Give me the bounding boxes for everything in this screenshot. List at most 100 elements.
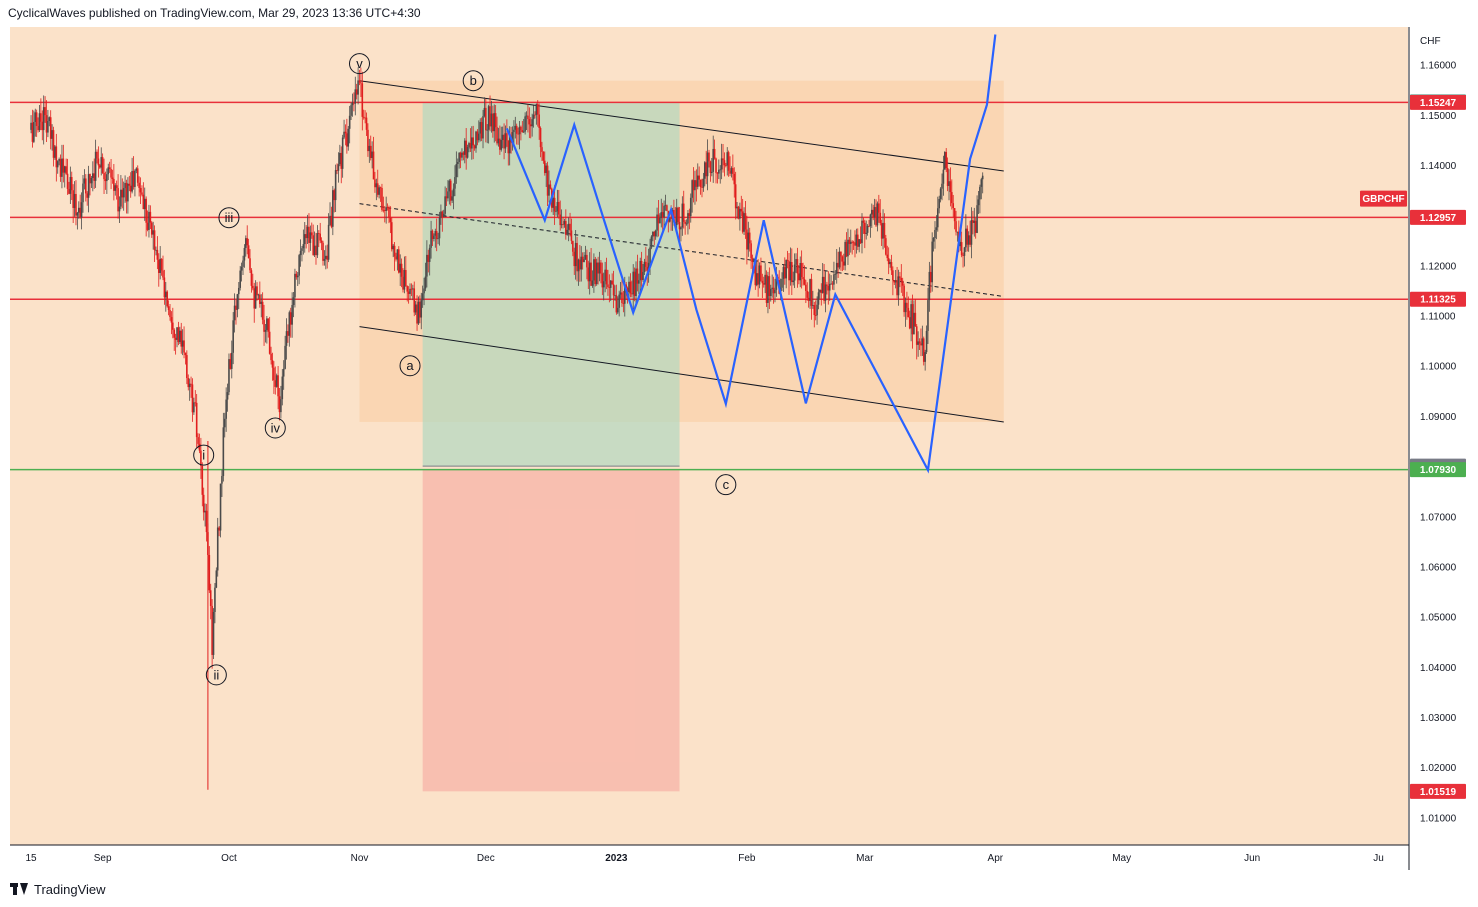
candle-body: [908, 317, 911, 329]
candle-body: [414, 304, 417, 313]
wave-label-circle[interactable]: [193, 444, 215, 466]
candle-body: [487, 106, 490, 130]
candle-body: [76, 212, 79, 216]
time-axis-panel[interactable]: [10, 845, 1408, 871]
wave-label-circle[interactable]: [349, 53, 370, 75]
candle-body: [656, 214, 658, 231]
candle-body: [879, 212, 882, 224]
candle-body: [52, 130, 55, 158]
candle-body: [309, 232, 312, 243]
candle-body: [525, 115, 528, 117]
candle-body: [949, 181, 952, 193]
candle-body: [77, 207, 80, 213]
candle-body: [383, 210, 386, 212]
candle-body: [755, 273, 758, 286]
channel-upper-line[interactable]: [359, 80, 1004, 172]
candle-body: [518, 126, 521, 135]
candle-body: [282, 368, 285, 377]
footer-brand[interactable]: TradingView: [10, 880, 106, 898]
wave-label-circle[interactable]: [205, 664, 227, 686]
candle-body: [522, 131, 525, 133]
candle-body: [835, 262, 838, 274]
footer-brand-text: TradingView: [34, 881, 106, 897]
candle-body: [743, 213, 745, 232]
candle-body: [841, 256, 844, 262]
channel-lower-line[interactable]: [359, 326, 1004, 423]
candle-body: [695, 180, 698, 187]
candle-body: [177, 327, 180, 343]
candle-body: [842, 261, 845, 266]
candle-body: [369, 145, 372, 159]
wave-label-circle[interactable]: [264, 417, 286, 439]
candle-body: [517, 133, 519, 135]
candle-body: [92, 173, 94, 178]
candle-body: [597, 262, 599, 274]
time-tick-label: Sep: [94, 853, 112, 864]
candle-body: [872, 209, 875, 218]
candle-body: [121, 189, 124, 198]
candle-body: [583, 259, 585, 263]
candle-body: [183, 340, 185, 353]
price-badge: [1410, 462, 1466, 478]
candle-body: [736, 206, 738, 209]
candle-body: [316, 233, 319, 256]
candle-body: [761, 280, 764, 284]
price-tick-label: 1.03000: [1420, 713, 1457, 724]
candle-body: [38, 113, 41, 131]
candle-body: [746, 229, 748, 250]
candle-body: [786, 260, 789, 261]
candle-body: [107, 167, 110, 175]
candle-body: [579, 259, 581, 270]
candle-body: [33, 121, 35, 142]
candle-body: [327, 224, 330, 260]
candle-body: [427, 254, 430, 262]
candle-body: [365, 117, 368, 130]
candle-body: [889, 262, 891, 265]
projection-path[interactable]: [505, 34, 997, 474]
candle-body: [228, 359, 230, 393]
candle-body: [980, 179, 983, 187]
candle-body: [421, 293, 424, 301]
candle-body: [631, 293, 633, 295]
price-badge: [1410, 783, 1466, 799]
wave-label-circle[interactable]: [462, 70, 484, 92]
candle-body: [657, 214, 660, 224]
wave-label-circle[interactable]: [715, 474, 737, 496]
candle-body: [737, 206, 740, 219]
candle-body: [358, 80, 361, 83]
candle-body: [900, 277, 903, 281]
price-axis-panel[interactable]: [1409, 27, 1469, 845]
candle-body: [713, 148, 716, 159]
candle-body: [621, 292, 623, 303]
candle-body: [706, 152, 709, 177]
candle-body: [981, 175, 984, 180]
candle-body: [652, 231, 654, 237]
candle-body: [614, 295, 616, 296]
candle-body: [346, 133, 348, 147]
candle-body: [605, 269, 608, 285]
candle-body: [237, 287, 240, 295]
candle-body: [68, 188, 70, 194]
candle-body: [587, 267, 590, 282]
candle-body: [205, 510, 208, 533]
price-tick-label: 1.06000: [1420, 562, 1457, 573]
wave-label-circle[interactable]: [399, 355, 421, 377]
time-tick-label: Nov: [351, 853, 369, 864]
wave-label-circle[interactable]: [218, 207, 240, 229]
candle-body: [907, 307, 910, 318]
candle-body: [339, 152, 341, 165]
candle-body: [181, 340, 184, 347]
candle-body: [69, 177, 72, 194]
candle-body: [42, 107, 45, 131]
candles-layer: [30, 67, 984, 790]
candle-body: [531, 119, 533, 127]
candle-body: [862, 220, 865, 223]
candle-body: [280, 399, 282, 413]
candle-body: [303, 234, 306, 245]
candle-body: [395, 256, 397, 260]
candle-body: [939, 188, 942, 199]
candle-body: [972, 220, 974, 223]
candle-body: [573, 251, 576, 267]
candle-body: [928, 271, 931, 301]
